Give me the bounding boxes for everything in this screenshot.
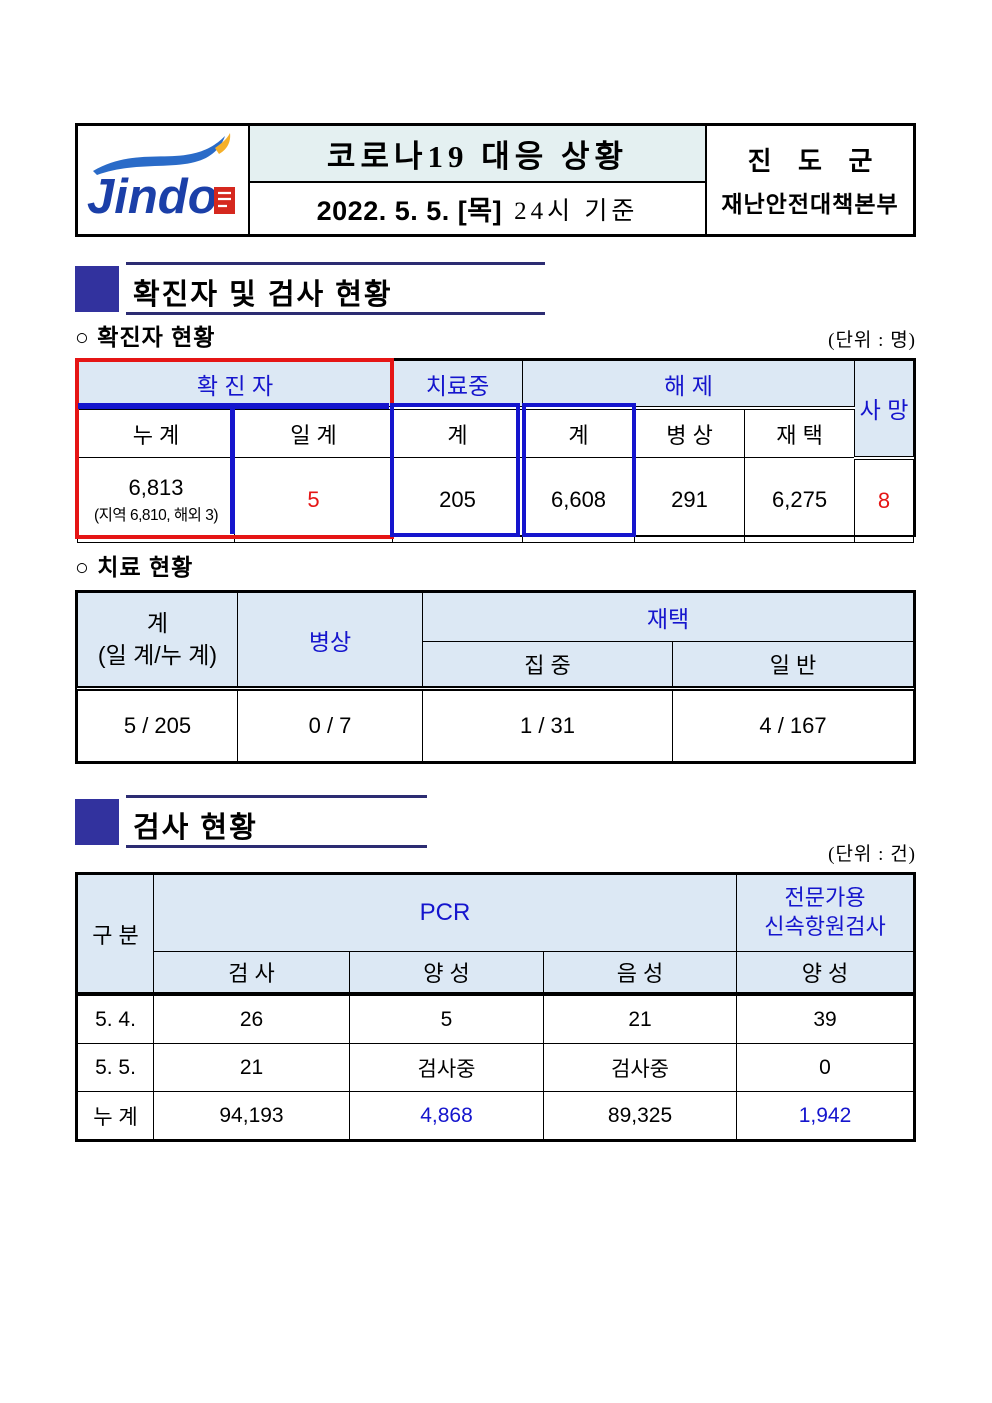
subcol-home-focus: 집 중 [422, 641, 673, 689]
unit-label-cases: (단위 : 건) [828, 844, 916, 865]
subcol-released-bed: 병 상 [634, 407, 746, 458]
section-line-bottom [126, 312, 545, 315]
subcol-positive: 양 성 [349, 951, 544, 995]
row-label: 5. 4. [77, 992, 154, 1044]
confirmed-subheader-row: ○ 확진자 현황 (단위 : 명) [75, 322, 916, 352]
value-cumulative-note: (지역 6,810, 해외 3) [94, 506, 219, 524]
col-header-rat-line2: 신속항원검사 [764, 914, 886, 939]
logo-wordmark: Jindo [87, 170, 218, 224]
section-bullet-square [75, 266, 119, 312]
report-date-main: 2022. 5. 5. [목] [316, 196, 503, 226]
organization-dept: 재난안전대책본부 [721, 192, 899, 217]
logo-wave-icon [93, 136, 225, 175]
section-line-top [126, 262, 545, 265]
value-treatment-bed: 0 / 7 [237, 686, 423, 762]
col-header-released: 해 제 [522, 360, 856, 410]
subcol-negative: 음 성 [542, 951, 738, 995]
section-title: 확진자 및 검사 현황 [133, 279, 393, 311]
value-tested: 26 [153, 992, 350, 1044]
col-header-pcr: PCR [152, 874, 738, 952]
subcol-released-total: 계 [522, 407, 636, 458]
col-header-home: 재택 [422, 592, 914, 642]
section-tests: 검사 현황 [75, 795, 916, 849]
value-rat-positive: 1,942 [736, 1091, 914, 1140]
value-treatment-total: 5 / 205 [77, 686, 238, 762]
jindo-logo: Jindo [78, 126, 250, 234]
subcol-cumulative: 누 계 [77, 407, 235, 458]
col-header-rat: 전문가용 신속항원검사 [736, 874, 914, 952]
col-header-death: 사 망 [854, 360, 914, 460]
value-death: 8 [854, 457, 914, 543]
section-confirmed-and-tests: 확진자 및 검사 현황 [75, 262, 916, 316]
value-negative: 검사중 [542, 1043, 738, 1092]
row-label: 누 계 [77, 1091, 154, 1140]
logo-wave-tip-icon [215, 133, 231, 154]
header-banner: Jindo 코로나19 대응 상황 2022. 5. 5. [목] 24시 기준… [75, 123, 916, 237]
confirmed-subtitle: ○ 확진자 현황 [75, 324, 216, 350]
section-title: 검사 현황 [133, 812, 258, 844]
col-header-total: 계 (일 계/누 계) [77, 592, 238, 689]
jindo-logo-graphic: Jindo [87, 133, 235, 224]
report-date-basis: 24시 기준 [514, 197, 639, 225]
section-line-top [126, 795, 427, 798]
col-header-bed: 병상 [237, 592, 423, 689]
logo-seal-marks [218, 191, 231, 208]
col-header-in-treatment: 치료중 [392, 360, 524, 410]
report-date: 2022. 5. 5. [목] 24시 기준 [250, 183, 705, 234]
subcol-rat-positive: 양 성 [736, 951, 914, 995]
subcol-tested: 검 사 [153, 951, 350, 995]
confirmed-table: 확 진 자 치료중 해 제 사 망 누 계 일 계 계 계 병 상 재 택 6,… [74, 357, 916, 543]
organization-block: 진 도 군 재난안전대책본부 [707, 126, 913, 234]
value-positive: 검사중 [349, 1043, 544, 1092]
value-home-general: 4 / 167 [672, 686, 914, 762]
value-rat-positive: 0 [736, 1043, 914, 1092]
value-tested: 21 [153, 1043, 350, 1092]
treatment-subtitle: ○ 치료 현황 [75, 554, 194, 580]
value-released-total: 6,608 [522, 457, 636, 543]
value-positive: 4,868 [349, 1091, 544, 1140]
value-cumulative-cell: 6,813 (지역 6,810, 해외 3) [77, 457, 235, 543]
value-released-bed: 291 [634, 457, 746, 543]
value-tested: 94,193 [153, 1091, 350, 1140]
value-daily: 5 [233, 457, 394, 543]
subcol-home-general: 일 반 [672, 641, 914, 689]
row-label: 5. 5. [77, 1043, 154, 1092]
logo-seal-icon [214, 187, 235, 214]
tests-table: 구 분 PCR 전문가용 신속항원검사 검 사 양 성 음 성 양 성 5. 4… [75, 872, 916, 1142]
subcol-daily: 일 계 [233, 407, 394, 458]
header-center: 코로나19 대응 상황 2022. 5. 5. [목] 24시 기준 [250, 126, 707, 234]
section-bullet-square [75, 799, 119, 845]
treatment-table: 계 (일 계/누 계) 병상 재택 집 중 일 반 5 / 205 0 / 7 … [75, 590, 916, 764]
value-home-focus: 1 / 31 [422, 686, 673, 762]
treatment-subheader-row: ○ 치료 현황 [75, 552, 916, 582]
unit-label-persons: (단위 : 명) [828, 330, 916, 351]
organization-name: 진 도 군 [747, 147, 883, 176]
subcol-treat-total: 계 [392, 407, 524, 458]
value-positive: 5 [349, 992, 544, 1044]
value-treat-total: 205 [392, 457, 524, 543]
subcol-released-home: 재 택 [744, 407, 856, 458]
document-title: 코로나19 대응 상황 [250, 126, 705, 183]
tests-unit-row: (단위 : 건) [75, 840, 916, 866]
col-header-category: 구 분 [77, 874, 154, 995]
col-header-rat-line1: 전문가용 [784, 885, 866, 911]
value-released-home: 6,275 [744, 457, 856, 543]
col-header-total-line2: (일 계/누 계) [97, 641, 218, 668]
value-rat-positive: 39 [736, 992, 914, 1044]
value-negative: 89,325 [542, 1091, 738, 1140]
section-line-bottom [126, 845, 427, 848]
value-negative: 21 [542, 992, 738, 1044]
col-header-confirmed: 확 진 자 [76, 360, 394, 410]
value-cumulative: 6,813 [128, 474, 184, 500]
col-header-total-line1: 계 [146, 610, 169, 637]
